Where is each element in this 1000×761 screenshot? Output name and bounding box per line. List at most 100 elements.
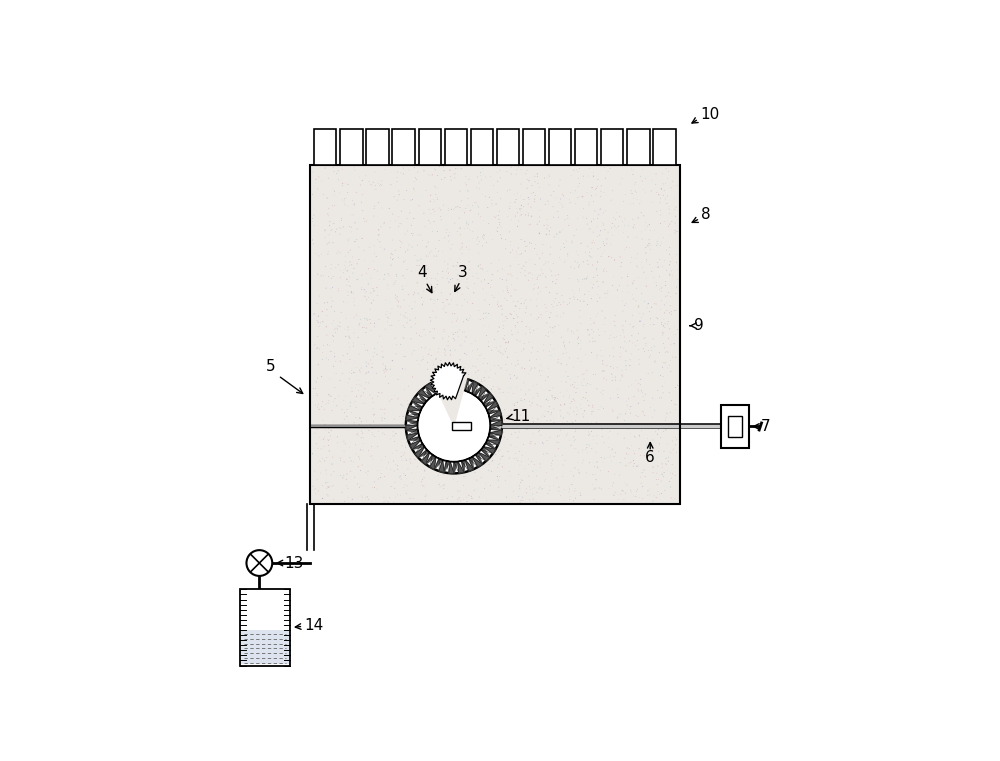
Point bbox=[320, 476, 336, 489]
Point bbox=[545, 322, 561, 334]
Point bbox=[428, 311, 444, 323]
Point bbox=[447, 163, 463, 175]
Point bbox=[556, 494, 572, 506]
Point bbox=[562, 491, 578, 503]
Point bbox=[576, 295, 592, 307]
Point bbox=[319, 310, 335, 322]
Point bbox=[311, 310, 327, 322]
Point bbox=[431, 342, 447, 355]
Point bbox=[563, 236, 579, 248]
Point bbox=[363, 297, 379, 309]
Point bbox=[447, 344, 463, 356]
Point bbox=[648, 473, 664, 486]
Point bbox=[607, 320, 623, 332]
Point bbox=[529, 378, 545, 390]
Text: 4: 4 bbox=[417, 266, 426, 281]
Point bbox=[586, 434, 602, 446]
Point bbox=[351, 241, 367, 253]
Point bbox=[646, 340, 662, 352]
Point bbox=[527, 170, 543, 183]
Point bbox=[658, 411, 674, 423]
Point bbox=[384, 393, 400, 406]
Point bbox=[321, 481, 337, 493]
Point bbox=[618, 315, 634, 327]
Point bbox=[563, 402, 579, 414]
Point bbox=[438, 422, 454, 434]
Point bbox=[323, 301, 339, 313]
Point bbox=[496, 414, 512, 426]
Point bbox=[376, 491, 392, 503]
Point bbox=[549, 288, 565, 300]
Point bbox=[471, 177, 487, 189]
Point bbox=[669, 225, 685, 237]
Point bbox=[352, 412, 368, 425]
Point bbox=[633, 425, 649, 437]
Point bbox=[329, 437, 345, 449]
Point bbox=[638, 388, 654, 400]
Point bbox=[490, 186, 506, 199]
Point bbox=[494, 263, 510, 275]
Point bbox=[490, 298, 506, 310]
Point bbox=[604, 443, 620, 455]
Point bbox=[534, 483, 550, 495]
Point bbox=[420, 280, 436, 292]
Point bbox=[568, 434, 584, 446]
Point bbox=[404, 404, 420, 416]
Point bbox=[592, 345, 608, 357]
Point bbox=[466, 278, 482, 290]
Point bbox=[508, 284, 524, 296]
Point bbox=[668, 431, 684, 444]
Point bbox=[384, 355, 400, 367]
Point bbox=[501, 387, 517, 399]
Point bbox=[669, 201, 685, 213]
Point bbox=[340, 323, 356, 336]
Point bbox=[378, 363, 394, 375]
Point bbox=[564, 237, 580, 249]
Point bbox=[656, 445, 672, 457]
Point bbox=[592, 464, 608, 476]
Bar bbox=[627, 129, 650, 164]
Point bbox=[310, 442, 326, 454]
Point bbox=[664, 175, 680, 187]
Point bbox=[356, 321, 372, 333]
Point bbox=[514, 491, 530, 503]
Point bbox=[546, 295, 562, 307]
Point bbox=[530, 167, 546, 180]
Point bbox=[354, 232, 370, 244]
Point bbox=[308, 482, 324, 495]
Point bbox=[667, 193, 683, 205]
Point bbox=[605, 229, 621, 241]
Point bbox=[440, 340, 456, 352]
Point bbox=[474, 375, 490, 387]
Point bbox=[313, 248, 329, 260]
Point bbox=[587, 189, 603, 201]
Point bbox=[503, 372, 519, 384]
Point bbox=[608, 214, 624, 226]
Point bbox=[414, 476, 430, 488]
Point bbox=[350, 478, 366, 490]
Point bbox=[338, 312, 354, 324]
Point bbox=[661, 445, 677, 457]
Point bbox=[516, 377, 532, 389]
Point bbox=[590, 323, 606, 336]
Point bbox=[340, 482, 356, 495]
Point bbox=[388, 348, 404, 360]
Point bbox=[596, 263, 612, 275]
Point bbox=[523, 210, 539, 222]
Point bbox=[532, 228, 548, 240]
Point bbox=[631, 443, 647, 455]
Point bbox=[452, 404, 468, 416]
Point bbox=[591, 403, 607, 416]
Point bbox=[312, 455, 328, 467]
Point bbox=[570, 404, 586, 416]
Point bbox=[580, 323, 596, 336]
Point bbox=[495, 333, 511, 345]
Point bbox=[553, 489, 569, 501]
Point bbox=[352, 411, 368, 423]
Point bbox=[397, 350, 413, 362]
Point bbox=[609, 383, 625, 395]
Point bbox=[529, 248, 545, 260]
Point bbox=[567, 485, 583, 497]
Point bbox=[633, 417, 649, 429]
Point bbox=[630, 459, 646, 471]
